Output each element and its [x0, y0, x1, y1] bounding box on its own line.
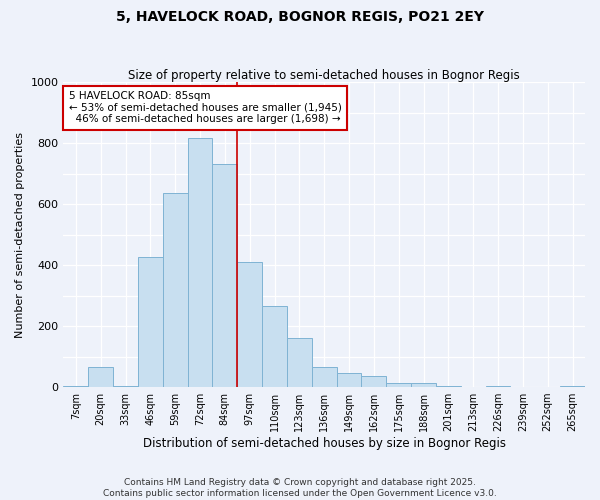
Bar [312, 368, 337, 387]
Title: Size of property relative to semi-detached houses in Bognor Regis: Size of property relative to semi-detach… [128, 69, 520, 82]
Bar [485, 386, 511, 387]
Bar [560, 386, 585, 387]
Y-axis label: Number of semi-detached properties: Number of semi-detached properties [15, 132, 25, 338]
Bar [88, 368, 113, 387]
Text: 5, HAVELOCK ROAD, BOGNOR REGIS, PO21 2EY: 5, HAVELOCK ROAD, BOGNOR REGIS, PO21 2EY [116, 10, 484, 24]
Bar [163, 194, 188, 387]
Bar [113, 386, 138, 387]
Text: Contains HM Land Registry data © Crown copyright and database right 2025.
Contai: Contains HM Land Registry data © Crown c… [103, 478, 497, 498]
Bar [188, 138, 212, 387]
Bar [64, 386, 88, 387]
Text: 5 HAVELOCK ROAD: 85sqm
← 53% of semi-detached houses are smaller (1,945)
  46% o: 5 HAVELOCK ROAD: 85sqm ← 53% of semi-det… [68, 91, 341, 124]
Bar [361, 376, 386, 387]
Bar [138, 258, 163, 387]
Bar [411, 382, 436, 387]
Bar [386, 382, 411, 387]
X-axis label: Distribution of semi-detached houses by size in Bognor Regis: Distribution of semi-detached houses by … [143, 437, 506, 450]
Bar [337, 374, 361, 387]
Bar [262, 306, 287, 387]
Bar [436, 386, 461, 387]
Bar [287, 338, 312, 387]
Bar [212, 164, 237, 387]
Bar [237, 262, 262, 387]
